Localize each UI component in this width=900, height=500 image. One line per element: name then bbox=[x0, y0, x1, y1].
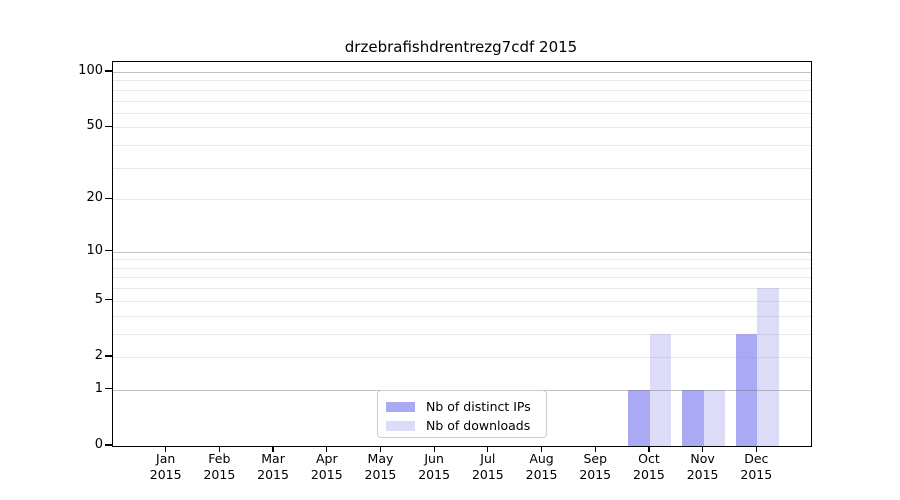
y-tick-label: 1 bbox=[94, 380, 103, 396]
x-tick-label: Mar 2015 bbox=[257, 451, 289, 482]
y-tick-label: 5 bbox=[94, 291, 103, 307]
y-tick-label: 10 bbox=[86, 242, 103, 258]
gridline-minor bbox=[113, 167, 811, 169]
bar-distinct-ips bbox=[682, 389, 704, 446]
y-tick-mark bbox=[105, 444, 112, 446]
gridline-minor bbox=[113, 89, 811, 91]
y-tick-label: 100 bbox=[78, 62, 103, 78]
y-tick-mark bbox=[105, 125, 112, 127]
bar-distinct-ips bbox=[735, 333, 758, 446]
x-tick-label: Dec 2015 bbox=[740, 451, 773, 482]
x-tick-mark bbox=[379, 446, 382, 452]
x-tick-label: Sep 2015 bbox=[579, 451, 612, 482]
bar-distinct-ips bbox=[628, 389, 650, 446]
x-tick-label: May 2015 bbox=[364, 451, 397, 482]
x-tick-label: Aug 2015 bbox=[525, 451, 558, 482]
legend: Nb of distinct IPs Nb of downloads bbox=[377, 390, 547, 438]
x-tick-label: Nov 2015 bbox=[686, 451, 719, 482]
y-tick-mark bbox=[105, 388, 112, 390]
x-tick-mark bbox=[433, 446, 435, 452]
x-tick-mark bbox=[326, 446, 328, 452]
x-tick-mark bbox=[540, 446, 543, 452]
gridline-minor bbox=[113, 277, 811, 279]
legend-item-distinct-ips: Nb of distinct IPs bbox=[386, 397, 538, 416]
gridline-minor bbox=[113, 100, 811, 102]
gridline-minor bbox=[113, 315, 811, 317]
x-tick-label: Jul 2015 bbox=[471, 451, 504, 482]
x-tick-mark bbox=[594, 446, 596, 452]
gridline-minor bbox=[113, 145, 811, 147]
bar-downloads bbox=[757, 288, 779, 446]
x-tick-mark bbox=[487, 446, 489, 452]
y-tick-mark bbox=[105, 299, 112, 301]
legend-swatch-1 bbox=[386, 420, 415, 431]
gridline-minor bbox=[113, 127, 811, 129]
legend-label-downloads: Nb of downloads bbox=[426, 418, 531, 433]
gridline-minor bbox=[113, 356, 811, 358]
y-tick-label: 0 bbox=[94, 437, 103, 452]
gridline-minor bbox=[113, 288, 811, 290]
y-tick-label: 20 bbox=[86, 190, 103, 206]
x-tick-label: Jan 2015 bbox=[149, 451, 182, 482]
legend-swatch-0 bbox=[386, 401, 415, 412]
y-tick-mark bbox=[105, 197, 112, 199]
x-tick-mark bbox=[648, 446, 650, 452]
gridline-minor bbox=[113, 300, 811, 302]
x-tick-label: Jun 2015 bbox=[418, 451, 451, 482]
legend-item-downloads: Nb of downloads bbox=[386, 416, 538, 435]
y-tick-mark bbox=[105, 355, 112, 357]
gridline-minor bbox=[113, 259, 811, 261]
bar-downloads bbox=[649, 333, 672, 446]
gridline-minor bbox=[113, 199, 811, 201]
y-tick-label: 2 bbox=[94, 347, 103, 363]
gridline-major bbox=[113, 251, 811, 253]
y-tick-mark bbox=[105, 70, 112, 72]
x-tick-label: Oct 2015 bbox=[633, 451, 665, 482]
x-tick-label: Apr 2015 bbox=[310, 451, 343, 482]
x-tick-mark bbox=[272, 446, 274, 452]
x-tick-mark bbox=[218, 446, 221, 452]
plot-area bbox=[112, 61, 812, 447]
chart-title: drzebrafishdrentrezg7cdf 2015 bbox=[344, 38, 578, 56]
legend-label-distinct-ips: Nb of distinct IPs bbox=[426, 399, 531, 414]
x-tick-label: Feb 2015 bbox=[203, 451, 236, 482]
gridline-minor bbox=[113, 112, 811, 114]
y-tick-label: 50 bbox=[86, 118, 103, 134]
x-tick-mark bbox=[755, 446, 757, 452]
gridline-major bbox=[113, 71, 811, 73]
x-tick-mark bbox=[165, 446, 167, 452]
gridline-minor bbox=[113, 80, 811, 82]
bar-downloads bbox=[703, 389, 726, 446]
x-tick-mark bbox=[701, 446, 704, 452]
gridline-minor bbox=[113, 333, 811, 335]
gridline-minor bbox=[113, 267, 811, 269]
y-tick-mark bbox=[105, 250, 112, 252]
